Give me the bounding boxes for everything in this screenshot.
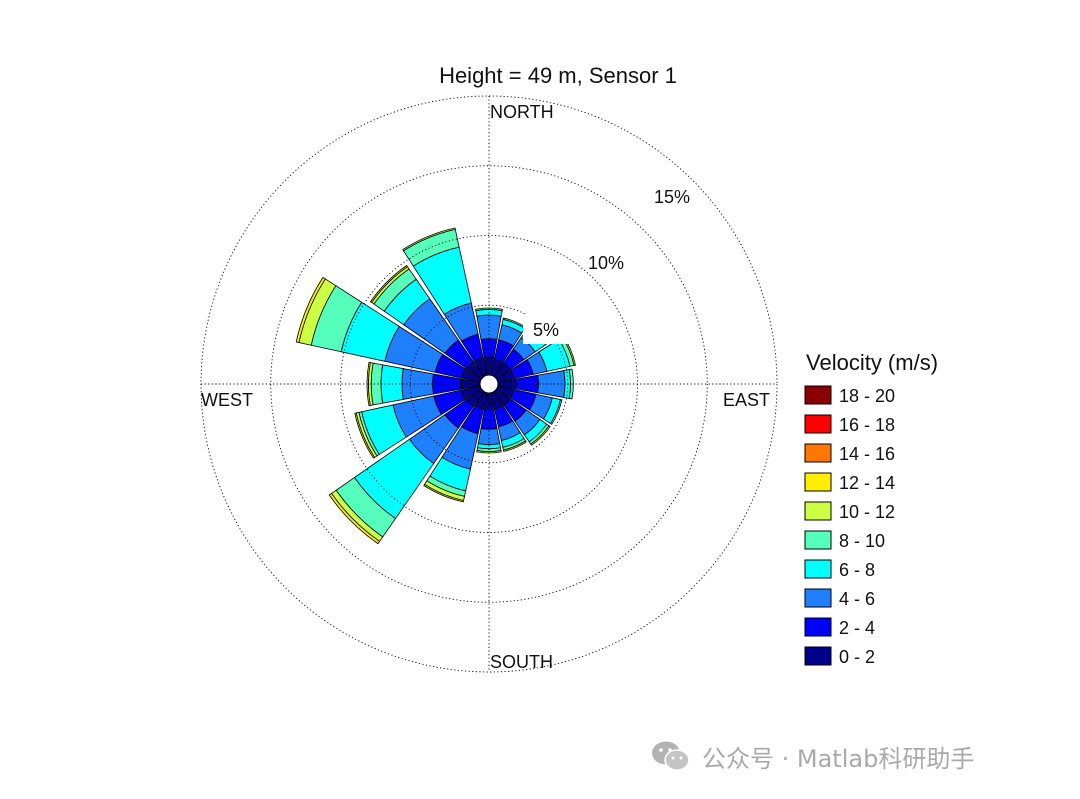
ring-labels: 5% 10% 15% [523,187,690,344]
watermark-text: 公众号 · Matlab科研助手 [702,744,975,773]
legend-swatch-12-14 [804,472,832,492]
legend-label-14-16: 14 - 16 [839,444,895,464]
wedge-s-bin-5 [476,450,502,454]
wedge-nnw-bin-5 [402,227,456,252]
wedge-e-bin-4 [568,368,574,400]
ring-label-5-background [523,314,569,344]
grid-ring-15 [270,165,708,603]
legend-swatch-14-16 [804,443,832,463]
wechat-icon [652,741,690,771]
wedge-ssw-bin-6 [423,483,465,503]
legend-label-8-10: 8 - 10 [839,531,885,551]
legend-label-16-18: 16 - 18 [839,415,895,435]
legend-swatch-16-18 [804,414,832,434]
wedge-wnw-bin-6 [295,276,326,344]
watermark: 公众号 · Matlab科研助手 [650,738,974,774]
wedge-w-bin-6 [366,361,371,407]
center-hole [479,374,499,394]
legend-swatch-4-6 [804,588,832,608]
legend-label-18-20: 18 - 20 [839,386,895,406]
legend-label-12-14: 12 - 14 [839,473,895,493]
legend: Velocity (m/s) 18 - 20 16 - 18 14 - 16 12 -… [804,350,938,667]
ring-label-5: 5% [533,320,559,340]
legend-label-6-8: 6 - 8 [839,560,875,580]
ring-label-15: 15% [654,187,690,207]
wedge-sw-bin-6 [328,492,381,545]
legend-label-4-6: 4 - 6 [839,589,875,609]
legend-label-10-12: 10 - 12 [839,502,895,522]
south-label: SOUTH [490,652,553,672]
west-label: WEST [201,390,253,410]
compass-labels: NORTH EAST SOUTH WEST [201,102,770,672]
grid-ring-5 [409,304,569,464]
chart-title: Height = 49 m, Sensor 1 [439,63,677,88]
wind-rose-wedges [295,227,576,545]
legend-swatch-0-2 [804,646,832,666]
wedge-e-bin-1 [515,374,539,394]
legend-swatch-18-20 [804,385,832,405]
wedge-se-bin-5 [530,425,551,446]
legend-swatch-8-10 [804,530,832,550]
wedge-nw-bin-6 [369,264,408,303]
ring-label-10: 10% [588,253,624,273]
wedge-wsw-bin-6 [354,412,376,459]
legend-label-2-4: 2 - 4 [839,618,875,638]
wedge-w-bin-4 [370,362,384,406]
wedge-s-bin-1 [480,408,498,430]
legend-label-0-2: 0 - 2 [839,647,875,667]
wedge-ese-bin-4 [550,399,563,425]
legend-swatch-6-8 [804,559,832,579]
legend-swatch-10-12 [804,501,832,521]
legend-title: Velocity (m/s) [806,350,938,375]
east-label: EAST [723,390,770,410]
wedge-sse-bin-5 [502,440,527,452]
legend-swatch-2-4 [804,617,832,637]
north-label: NORTH [490,102,554,122]
